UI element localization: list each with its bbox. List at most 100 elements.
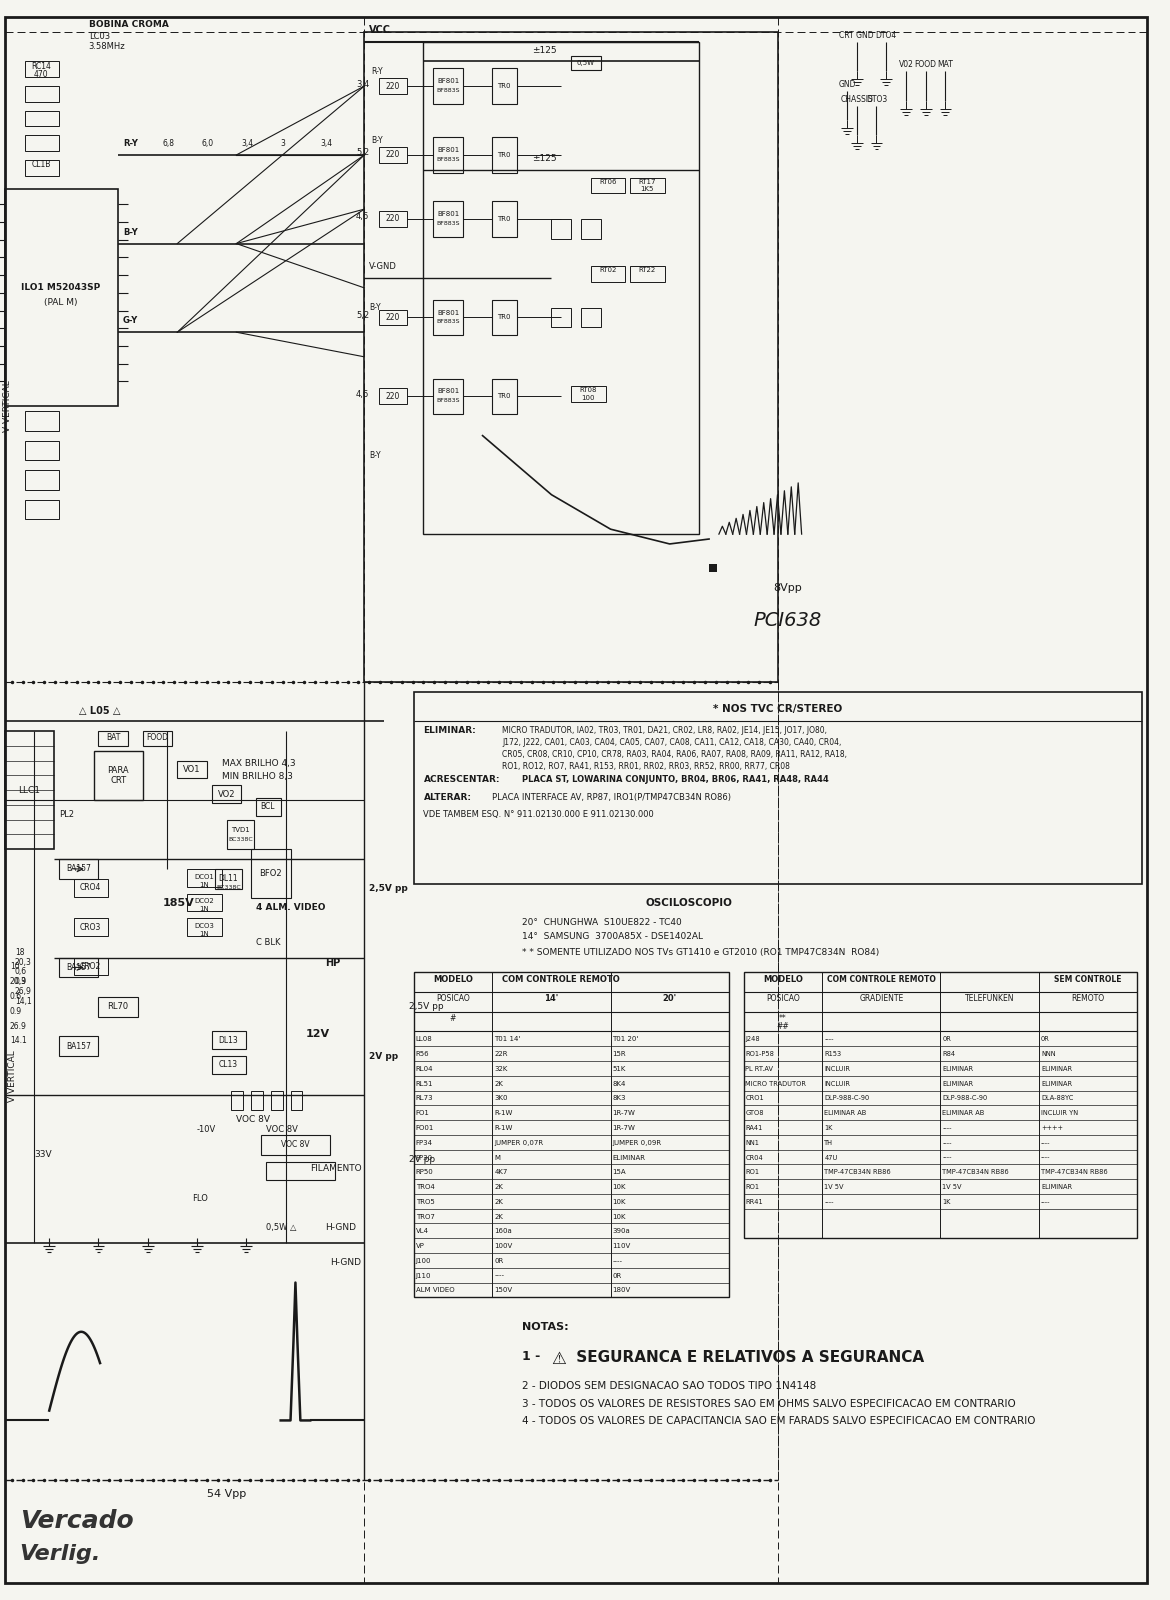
- Text: BF883S: BF883S: [436, 221, 460, 226]
- Text: 5,2: 5,2: [356, 149, 370, 157]
- Bar: [98, 997, 138, 1016]
- Text: 0R: 0R: [495, 1258, 503, 1264]
- Bar: [252, 1091, 263, 1110]
- Bar: [60, 1037, 98, 1056]
- Text: 100V: 100V: [495, 1243, 512, 1250]
- Bar: [433, 138, 463, 173]
- Text: SEGURANCA E RELATIVOS A SEGURANCA: SEGURANCA E RELATIVOS A SEGURANCA: [571, 1349, 924, 1365]
- Text: ----: ----: [613, 1258, 622, 1264]
- Text: MIN BRILHO 8,3: MIN BRILHO 8,3: [221, 773, 292, 781]
- Bar: [25, 160, 60, 176]
- Text: VOC 8V: VOC 8V: [236, 1115, 270, 1125]
- Bar: [709, 563, 717, 571]
- Text: PLACA ST, LOWARINA CONJUNTO, BR04, BR06, RA41, RA48, RA44: PLACA ST, LOWARINA CONJUNTO, BR04, BR06,…: [522, 776, 828, 784]
- Text: 0,5W △: 0,5W △: [266, 1224, 296, 1232]
- Text: BA157: BA157: [67, 1042, 91, 1051]
- Text: 100: 100: [581, 395, 594, 402]
- Text: 20': 20': [662, 994, 676, 1003]
- Text: 14,1: 14,1: [15, 997, 32, 1006]
- Text: PARA
CRT: PARA CRT: [108, 766, 129, 786]
- Text: FILAMENTO: FILAMENTO: [310, 1165, 362, 1173]
- Text: 110V: 110V: [613, 1243, 631, 1250]
- Bar: [379, 389, 407, 405]
- Text: RO1-P58: RO1-P58: [745, 1051, 775, 1058]
- Text: RL04: RL04: [415, 1066, 433, 1072]
- Bar: [631, 178, 665, 194]
- Text: LL08: LL08: [415, 1037, 433, 1042]
- Bar: [424, 42, 700, 534]
- Text: COM CONTROLE REMOTO: COM CONTROLE REMOTO: [827, 976, 936, 984]
- Text: #: #: [449, 1014, 456, 1022]
- Text: ELIMINAR AB: ELIMINAR AB: [943, 1110, 985, 1117]
- Text: ELIMINAR:: ELIMINAR:: [424, 726, 476, 734]
- Text: ----: ----: [1041, 1198, 1051, 1205]
- Text: ELIMINAR: ELIMINAR: [943, 1066, 973, 1072]
- Text: 4,6: 4,6: [356, 213, 370, 221]
- Text: BOBINA CROMA: BOBINA CROMA: [89, 21, 168, 29]
- Bar: [591, 266, 625, 282]
- Text: 1 -: 1 -: [522, 1349, 544, 1363]
- Text: TR0: TR0: [497, 152, 511, 158]
- Text: BF883S: BF883S: [436, 320, 460, 325]
- Text: 220: 220: [386, 82, 400, 91]
- Text: CRO3: CRO3: [80, 923, 102, 931]
- Text: FP30: FP30: [415, 1155, 433, 1160]
- Text: M: M: [495, 1155, 501, 1160]
- Text: 4 ALM. VIDEO: 4 ALM. VIDEO: [256, 904, 325, 912]
- Bar: [214, 869, 242, 888]
- Text: TRO4: TRO4: [415, 1184, 434, 1190]
- Bar: [379, 309, 407, 325]
- Text: 220: 220: [386, 214, 400, 224]
- Text: 3 - TODOS OS VALORES DE RESISTORES SAO EM OHMS SALVO ESPECIFICACAO EM CONTRARIO: 3 - TODOS OS VALORES DE RESISTORES SAO E…: [522, 1398, 1016, 1408]
- Bar: [414, 691, 1142, 883]
- Text: 0R: 0R: [943, 1037, 951, 1042]
- Bar: [178, 760, 207, 778]
- Text: 18: 18: [15, 947, 25, 957]
- Text: BF801: BF801: [436, 309, 459, 315]
- Text: T01 14': T01 14': [495, 1037, 521, 1042]
- Text: MICRO TRADUTOR, IA02, TR03, TR01, DA21, CR02, LR8, RA02, JE14, JE15, JO17, JO80,: MICRO TRADUTOR, IA02, TR03, TR01, DA21, …: [502, 726, 827, 734]
- Bar: [631, 266, 665, 282]
- Bar: [261, 1134, 330, 1155]
- Text: GND: GND: [838, 80, 855, 90]
- Text: DTO4: DTO4: [875, 30, 897, 40]
- Text: FP34: FP34: [415, 1139, 433, 1146]
- Text: ----: ----: [1041, 1155, 1051, 1160]
- Text: TELEFUNKEN: TELEFUNKEN: [965, 994, 1014, 1003]
- Text: 1K5: 1K5: [640, 187, 654, 192]
- Bar: [379, 78, 407, 94]
- Text: 3,4: 3,4: [321, 139, 332, 149]
- Text: * NOS TVC CR/STEREO: * NOS TVC CR/STEREO: [714, 704, 842, 715]
- Text: 1V 5V: 1V 5V: [943, 1184, 962, 1190]
- Bar: [25, 499, 60, 520]
- Text: 2K: 2K: [495, 1214, 503, 1219]
- Text: BF883S: BF883S: [436, 88, 460, 93]
- Text: ----: ----: [495, 1272, 504, 1278]
- Text: VO2: VO2: [218, 789, 235, 798]
- Text: CRO4: CRO4: [80, 883, 102, 893]
- Text: RP50: RP50: [415, 1170, 433, 1176]
- Text: INCLUIR: INCLUIR: [825, 1080, 851, 1086]
- Text: 390a: 390a: [613, 1229, 631, 1234]
- Text: B-Y: B-Y: [371, 136, 383, 146]
- Text: 8K4: 8K4: [613, 1080, 626, 1086]
- Text: JUMPER 0,07R: JUMPER 0,07R: [495, 1139, 544, 1146]
- Text: DCO2: DCO2: [194, 899, 214, 904]
- Text: 4K7: 4K7: [495, 1170, 508, 1176]
- Text: 2K: 2K: [495, 1080, 503, 1086]
- Text: BF883S: BF883S: [436, 398, 460, 403]
- Text: ±125: ±125: [532, 46, 557, 56]
- Bar: [74, 957, 109, 976]
- Bar: [581, 219, 600, 238]
- Text: DTO3: DTO3: [866, 94, 887, 104]
- Text: TRO5: TRO5: [415, 1198, 434, 1205]
- Text: DCO3: DCO3: [194, 923, 214, 930]
- Text: 0R: 0R: [613, 1272, 621, 1278]
- Text: FO01: FO01: [415, 1125, 434, 1131]
- Text: BC338C: BC338C: [216, 885, 241, 890]
- Text: MICRO TRADUTOR: MICRO TRADUTOR: [745, 1080, 806, 1086]
- Text: ----: ----: [1041, 1139, 1051, 1146]
- Text: 1N: 1N: [199, 931, 208, 938]
- Text: BF801: BF801: [436, 78, 459, 85]
- Text: CR05, CR08, CR10, CP10, CR78, RA03, RA04, RA06, RA07, RA08, RA09, RA11, RA12, RA: CR05, CR08, CR10, CP10, CR78, RA03, RA04…: [502, 750, 847, 758]
